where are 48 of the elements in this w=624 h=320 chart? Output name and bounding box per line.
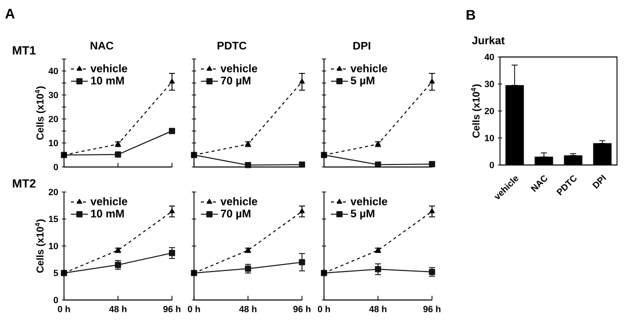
x-tick-label: 48 h (109, 306, 126, 312)
y-tick-label: 20 (484, 108, 494, 114)
y-tick-label: 0 (490, 162, 494, 168)
x-tick-label: 48 h (239, 306, 256, 312)
y-axis-title: Cells (x10$^{4}$) (471, 84, 482, 138)
y-tick-label: 10 (48, 242, 58, 250)
y-tick-label: 20 (48, 116, 58, 122)
text: MT2 (12, 179, 36, 188)
x-tick-label: 0 h (188, 306, 200, 312)
y-tick-label: 20 (48, 188, 58, 196)
y-tick-label: 0 (54, 296, 58, 304)
legend-label: 10 mM (91, 210, 124, 218)
x-tick-label: 0 h (58, 306, 70, 312)
legend-label: vehicle (90, 64, 128, 72)
legend-label: 5 µM (350, 76, 374, 87)
legend-label: 5 µM (350, 210, 374, 220)
legend-label: 10 mM (91, 76, 124, 84)
legend-label: 70 µM (220, 76, 250, 87)
legend-label: vehicle (90, 197, 128, 206)
y-tick-label: 30 (48, 92, 58, 98)
y-tick-label: 40 (48, 68, 58, 74)
y-tick-label: 5 (54, 270, 58, 276)
y-tick-label: 40 (484, 54, 494, 60)
legend-label: 70 µM (220, 210, 250, 220)
x-tick-label: 48 h (369, 306, 386, 312)
y-tick-label: 10 (484, 134, 494, 142)
x-tick-label: DPI (592, 174, 606, 189)
y-tick-label: 15 (48, 216, 58, 222)
chart-title: Jurkat (472, 36, 505, 44)
legend-label: vehicle (350, 64, 388, 72)
x-tick-label: 96 h (423, 306, 440, 312)
x-tick-label: 0 h (318, 306, 330, 312)
y-axis-title: Cells (x10$^{4}$) (35, 219, 46, 273)
y-axis-title: Cells (x10$^{4}$) (35, 86, 46, 140)
y-tick-label: 10 (48, 140, 58, 146)
legend-label: vehicle (220, 64, 258, 72)
x-tick-label: 96 h (163, 306, 180, 312)
x-tick-label: 96 h (293, 306, 310, 312)
text: A (5, 8, 15, 18)
legend-label: vehicle (350, 197, 388, 206)
chart-title: DPI (353, 42, 370, 50)
y-tick-label: 30 (484, 80, 494, 88)
text: B (466, 10, 476, 20)
legend-label: vehicle (220, 197, 258, 206)
chart-title: PDTC (218, 42, 246, 50)
chart-title: NAC (90, 42, 114, 50)
text: MT1 (12, 46, 36, 54)
y-tick-label: 0 (54, 164, 58, 170)
